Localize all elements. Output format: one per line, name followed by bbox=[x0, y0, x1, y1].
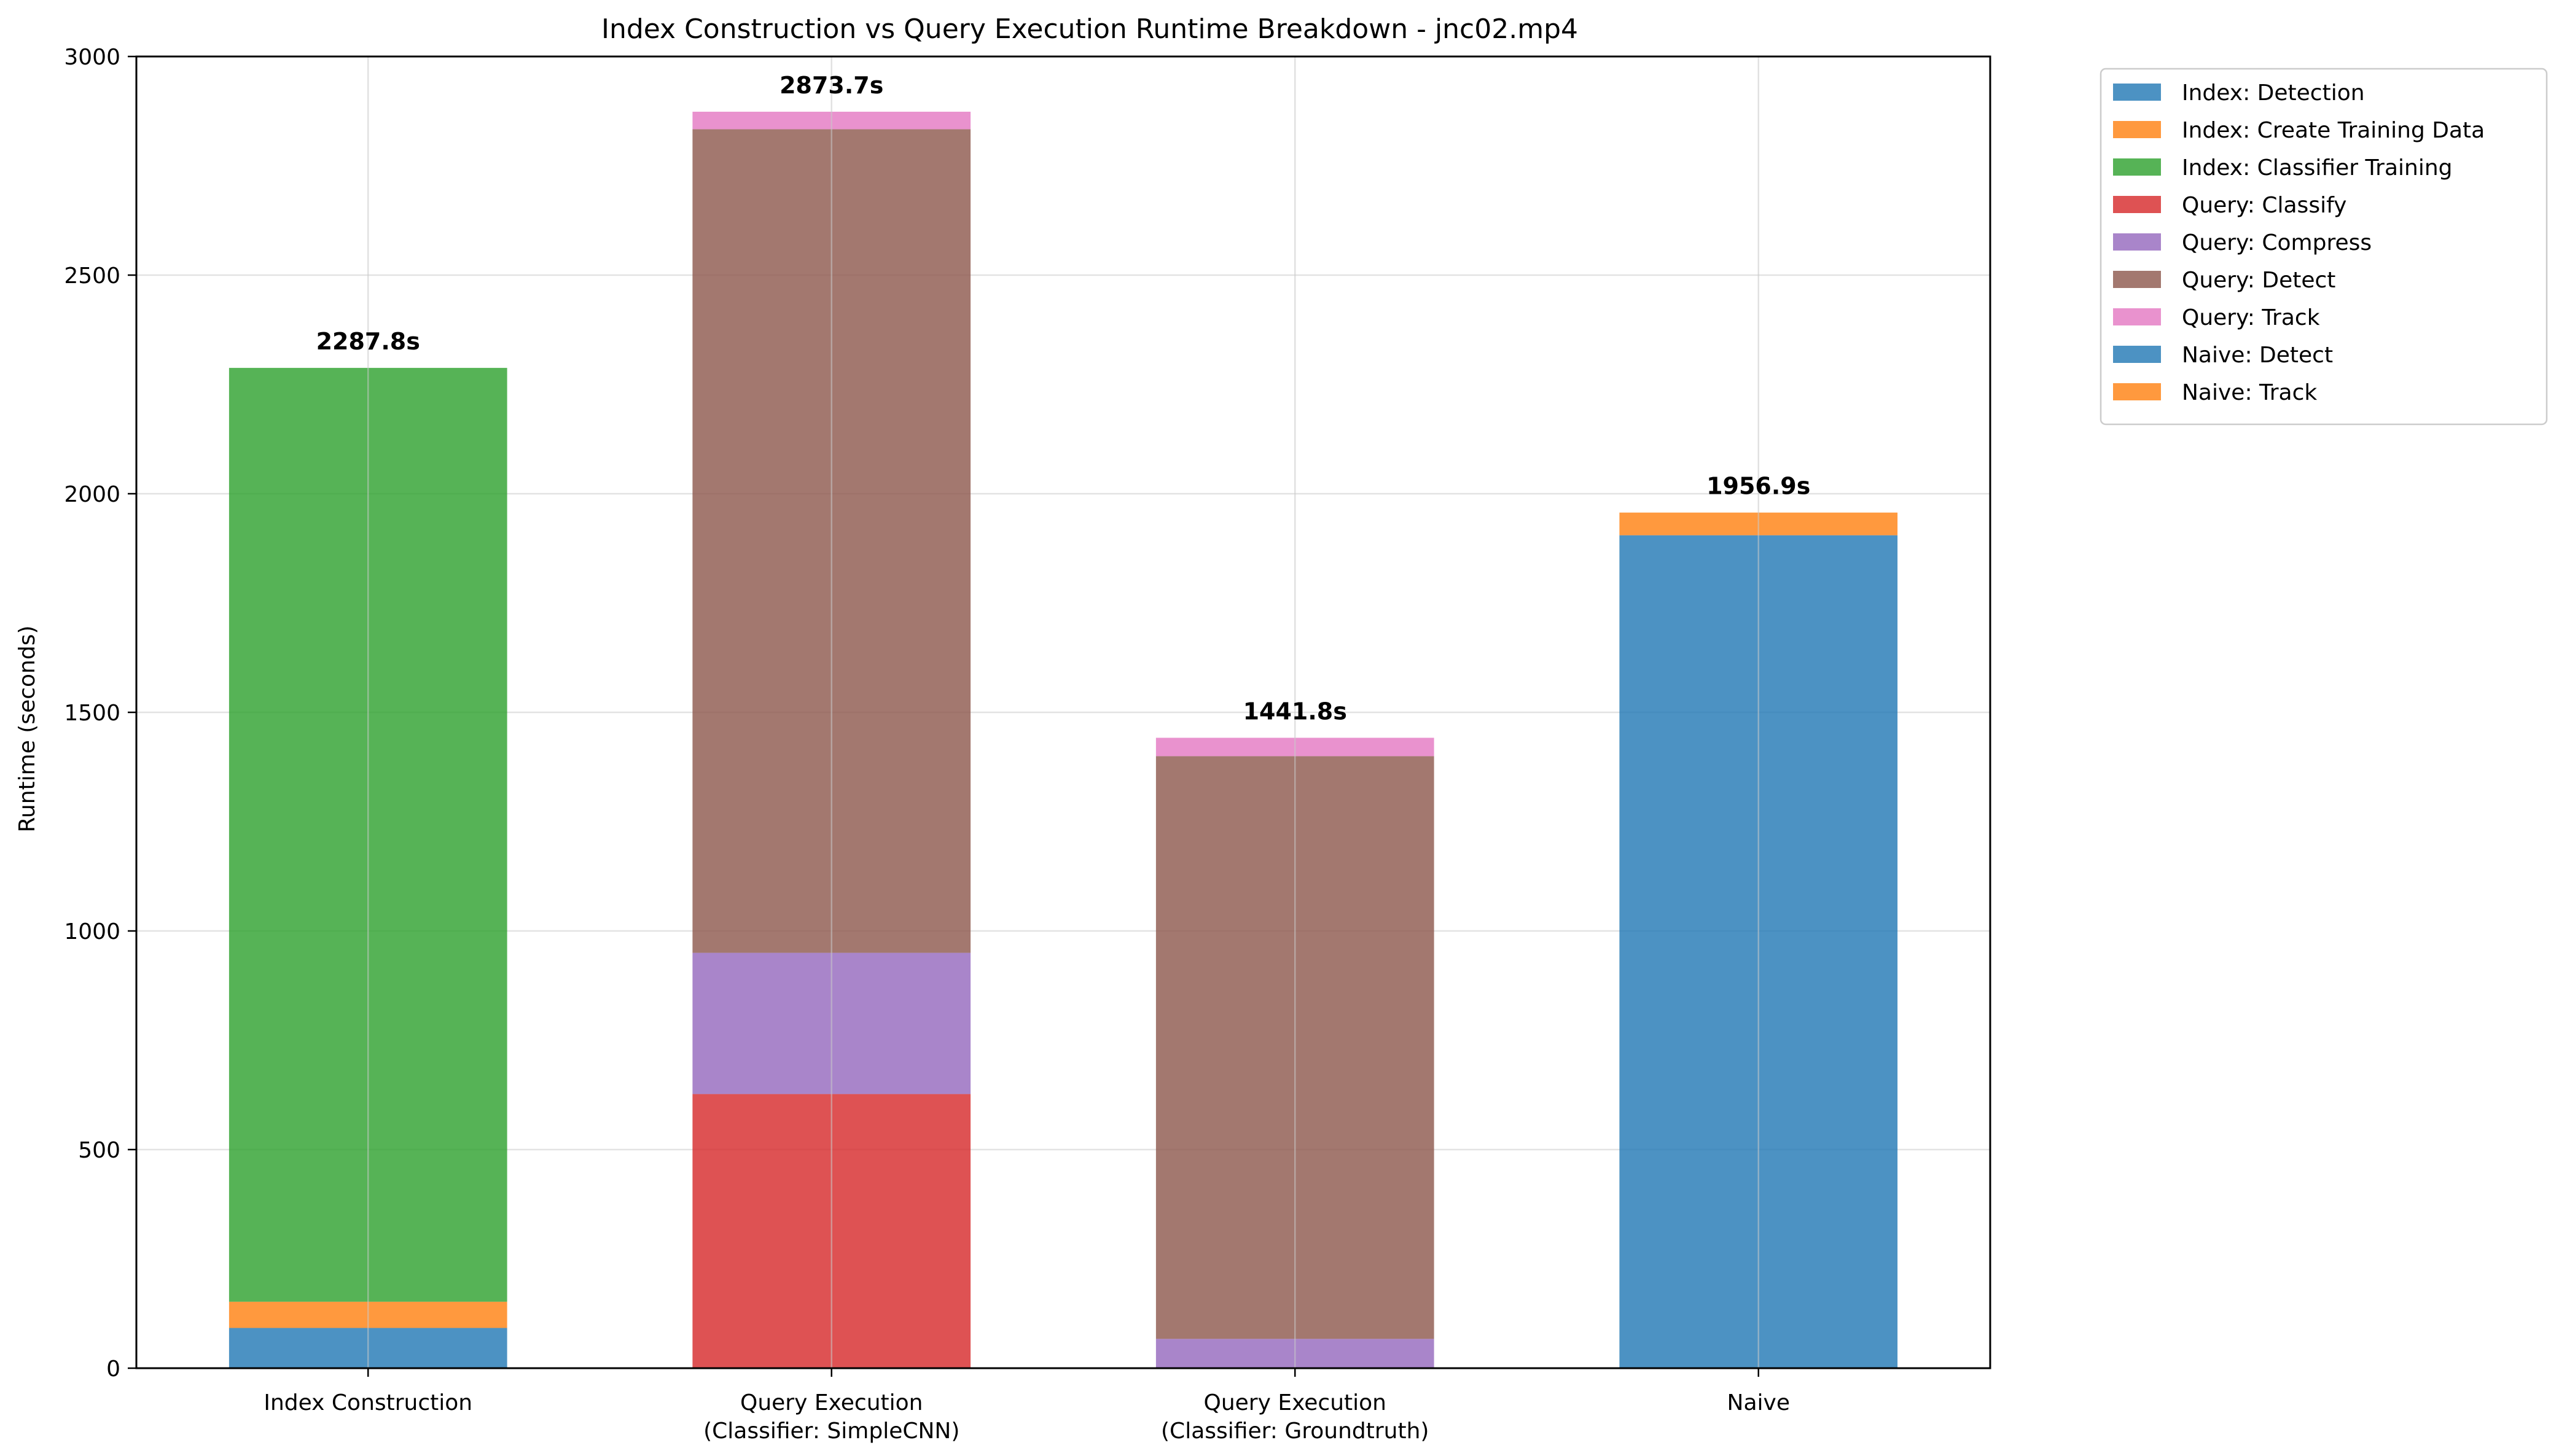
legend-swatch bbox=[2113, 271, 2161, 288]
y-tick-label: 1500 bbox=[64, 701, 120, 726]
legend-entry-label: Naive: Detect bbox=[2182, 343, 2333, 368]
x-tick-label: Query Execution bbox=[1203, 1390, 1386, 1415]
x-tick-label: Query Execution bbox=[740, 1390, 923, 1415]
legend-swatch bbox=[2113, 308, 2161, 325]
legend-entry-label: Query: Detect bbox=[2182, 268, 2335, 293]
total-label: 2287.8s bbox=[316, 328, 420, 355]
legend-swatch bbox=[2113, 383, 2161, 400]
y-tick-label: 0 bbox=[106, 1357, 120, 1382]
y-tick-label: 500 bbox=[78, 1138, 120, 1163]
y-tick-label: 3000 bbox=[64, 45, 120, 70]
y-tick-label: 2000 bbox=[64, 482, 120, 507]
legend-swatch bbox=[2113, 233, 2161, 251]
legend-entry-label: Query: Compress bbox=[2182, 230, 2372, 255]
legend-entry-label: Index: Classifier Training bbox=[2182, 155, 2453, 181]
chart-title: Index Construction vs Query Execution Ru… bbox=[601, 14, 1578, 45]
x-tick-label: Naive bbox=[1727, 1390, 1790, 1415]
x-tick-label: (Classifier: Groundtruth) bbox=[1161, 1419, 1429, 1444]
legend-entry-label: Query: Track bbox=[2182, 305, 2320, 330]
legend-swatch bbox=[2113, 84, 2161, 101]
legend-entry-label: Index: Detection bbox=[2182, 80, 2365, 106]
y-tick-label: 2500 bbox=[64, 263, 120, 289]
legend-entry-label: Query: Classify bbox=[2182, 193, 2346, 218]
x-tick-label: Index Construction bbox=[264, 1390, 472, 1415]
legend-frame bbox=[2100, 68, 2548, 426]
legend-entry-label: Index: Create Training Data bbox=[2182, 118, 2485, 143]
y-axis-label: Runtime (seconds) bbox=[15, 625, 40, 832]
legend: Index: Detection Index: Create Training D… bbox=[2100, 68, 2548, 426]
legend-swatch bbox=[2113, 158, 2161, 176]
total-label: 1956.9s bbox=[1706, 473, 1810, 500]
gridline-overlay bbox=[367, 56, 1759, 1368]
plot-frame bbox=[135, 55, 1991, 1369]
legend-swatch bbox=[2113, 121, 2161, 138]
x-tick-label: (Classifier: SimpleCNN) bbox=[703, 1419, 959, 1444]
legend-swatch bbox=[2113, 196, 2161, 213]
axis-layer: 0 500 1000 1500 2000 2500 3000 Index Constructi… bbox=[64, 45, 1991, 1444]
legend-swatch bbox=[2113, 346, 2161, 363]
total-label: 2873.7s bbox=[779, 72, 883, 99]
total-label: 1441.8s bbox=[1243, 698, 1347, 725]
y-tick-label: 1000 bbox=[64, 919, 120, 944]
legend-entry-label: Naive: Track bbox=[2182, 380, 2317, 405]
labels-layer: 2287.8s 2873.7s 1441.8s 1956.9s bbox=[316, 72, 1811, 725]
